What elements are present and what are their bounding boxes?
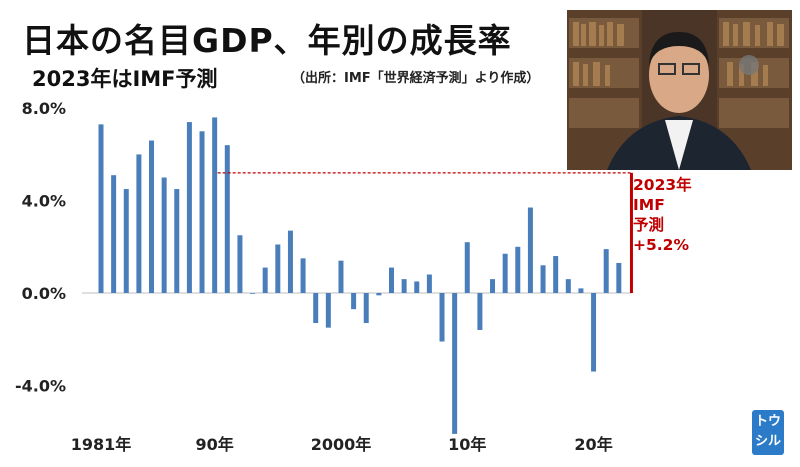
logo-line-1: トウ [754, 414, 781, 429]
bar [527, 207, 533, 293]
bar [553, 256, 559, 293]
bar [515, 246, 521, 293]
x-tick-label: 1981年 [71, 435, 132, 454]
forecast-annotation: 2023年 IMF 予測 +5.2% [633, 175, 692, 255]
y-tick-label: 8.0% [22, 99, 66, 118]
bar [300, 258, 306, 293]
presenter-video-thumbnail [567, 10, 792, 170]
bar [540, 265, 546, 293]
annotation-line-value: +5.2% [633, 236, 689, 254]
x-tick-label: 10年 [448, 435, 486, 454]
bar [250, 293, 256, 294]
bar [313, 293, 319, 324]
logo-line-2: シル [754, 434, 781, 449]
bar [174, 189, 180, 293]
bar [363, 293, 369, 324]
bar [325, 293, 331, 328]
x-tick-label: 20年 [574, 435, 612, 454]
y-tick-label: 0.0% [22, 284, 66, 303]
bar [212, 117, 218, 293]
bar [477, 293, 483, 330]
bar [351, 293, 357, 310]
bar [123, 189, 129, 293]
x-tick-label: 2000年 [311, 435, 372, 454]
annotation-line-source: IMF [633, 196, 665, 214]
bar [439, 293, 445, 342]
annotation-line-label: 予測 [633, 216, 665, 234]
chart-subtitle: 2023年はIMF予測 [32, 67, 218, 91]
bar [224, 145, 230, 293]
bar [591, 293, 597, 372]
bar [186, 122, 192, 293]
bar [565, 279, 571, 293]
bar [98, 124, 104, 294]
bar [502, 253, 508, 293]
y-tick-label: -4.0% [15, 376, 66, 395]
bar [149, 140, 155, 293]
bar [338, 260, 344, 293]
x-tick-label: 90年 [196, 435, 234, 454]
bar [616, 262, 622, 293]
bar [401, 279, 407, 293]
bar [490, 279, 496, 293]
source-note: （出所：IMF「世界経済予測」より作成） [292, 71, 540, 86]
bar [161, 177, 167, 293]
bar [426, 274, 432, 293]
forecast-bar [629, 172, 633, 293]
channel-logo: トウ シル [752, 410, 784, 455]
bar [464, 242, 470, 293]
bar [111, 175, 117, 293]
bar [237, 235, 243, 293]
bar [414, 281, 420, 293]
annotation-line-year: 2023年 [633, 176, 692, 194]
chart-title: 日本の名目GDP、年別の成長率 [22, 21, 512, 60]
bar [603, 249, 609, 293]
bar [578, 288, 584, 293]
bar [262, 267, 268, 293]
bar [275, 244, 281, 293]
bar [136, 154, 142, 293]
bar [376, 293, 382, 296]
bar [388, 267, 394, 293]
y-tick-label: 4.0% [22, 192, 66, 211]
bar [287, 230, 293, 293]
bar [199, 131, 205, 293]
bar [452, 293, 458, 434]
